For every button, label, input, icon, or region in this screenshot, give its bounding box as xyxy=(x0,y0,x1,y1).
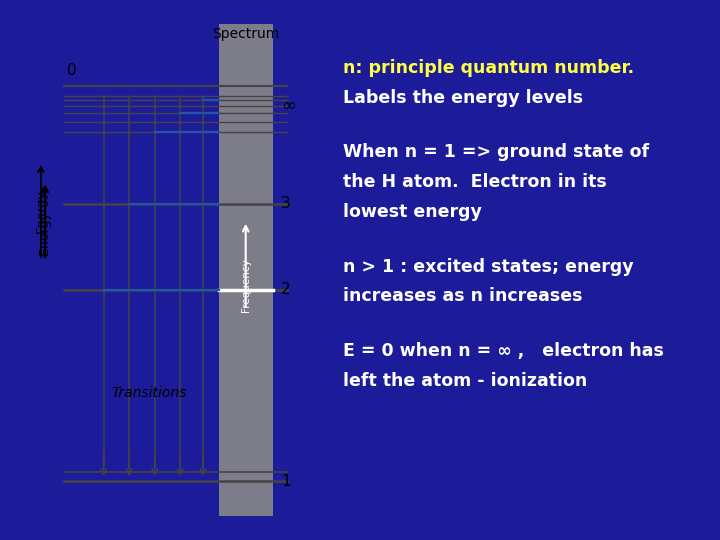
Text: 2: 2 xyxy=(282,282,291,297)
Text: the H atom.  Electron in its: the H atom. Electron in its xyxy=(343,173,607,191)
Text: Frequency: Frequency xyxy=(240,258,251,312)
Text: left the atom - ionization: left the atom - ionization xyxy=(343,372,588,390)
Text: increases as n increases: increases as n increases xyxy=(343,287,582,306)
Bar xyxy=(219,24,273,516)
Text: Energy: Energy xyxy=(35,189,48,233)
Text: Spectrum: Spectrum xyxy=(212,28,279,42)
Text: Transitions: Transitions xyxy=(112,386,186,400)
Text: n > 1 : excited states; energy: n > 1 : excited states; energy xyxy=(343,258,634,275)
Text: Energy —→: Energy —→ xyxy=(39,185,52,256)
Text: E = 0 when n = ∞ ,   electron has: E = 0 when n = ∞ , electron has xyxy=(343,342,664,360)
Text: ∞: ∞ xyxy=(282,97,296,115)
Text: 0: 0 xyxy=(66,63,76,78)
Text: When n = 1 => ground state of: When n = 1 => ground state of xyxy=(343,143,649,161)
Text: 1: 1 xyxy=(282,474,291,489)
Text: lowest energy: lowest energy xyxy=(343,203,482,221)
Text: 3: 3 xyxy=(282,196,291,211)
Text: Labels the energy levels: Labels the energy levels xyxy=(343,89,583,107)
Text: n: principle quantum number.: n: principle quantum number. xyxy=(343,59,634,77)
